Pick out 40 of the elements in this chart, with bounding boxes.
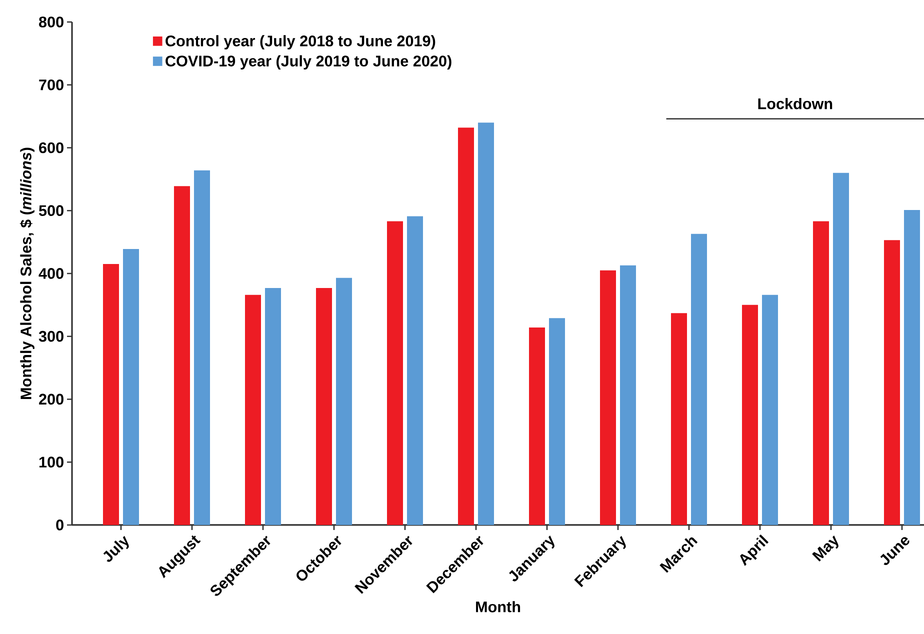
- bar: [812, 221, 829, 525]
- bar: [884, 240, 900, 525]
- x-axis-title: Month: [476, 601, 520, 612]
- legend-label: COVID-19 year (July 2019 to June 2020): [166, 55, 452, 70]
- bar: [264, 288, 281, 525]
- bar: [386, 221, 403, 525]
- y-tick-label: 0: [56, 520, 64, 530]
- bar: [102, 264, 119, 525]
- bar: [458, 128, 474, 525]
- bar: [478, 122, 494, 525]
- x-tick-label: May: [812, 535, 838, 562]
- y-axis-title: Monthly Alcohol Sales, $ (millions): [20, 148, 34, 399]
- legend-label: Control year (July 2018 to June 2019): [166, 35, 436, 50]
- y-tick-label: 600: [39, 142, 64, 154]
- bar: [600, 270, 616, 525]
- bar: [620, 265, 636, 525]
- bar: [690, 234, 707, 525]
- y-tick-label: 500: [38, 205, 64, 216]
- bar: [762, 294, 778, 525]
- bar: [548, 318, 565, 525]
- bar: [670, 313, 687, 525]
- y-tick-label: 800: [38, 16, 64, 28]
- bar: [832, 172, 849, 525]
- bar: [336, 278, 352, 525]
- bar: [316, 288, 332, 525]
- bar: [174, 186, 190, 525]
- y-tick-label: 100: [39, 456, 64, 468]
- ref-line-label: Lockdown: [758, 98, 832, 110]
- bar: [528, 328, 545, 525]
- y-tick-label: 200: [39, 394, 64, 405]
- y-tick-label: 300: [38, 330, 64, 342]
- y-tick-label: 700: [39, 79, 64, 90]
- y-tick-label: 400: [38, 268, 64, 279]
- bar: [245, 294, 261, 525]
- bar: [406, 216, 423, 525]
- bar: [194, 170, 210, 525]
- x-tick-label: July: [103, 536, 129, 562]
- bar: [122, 248, 139, 525]
- bar: [742, 304, 758, 525]
- bar: [904, 210, 920, 525]
